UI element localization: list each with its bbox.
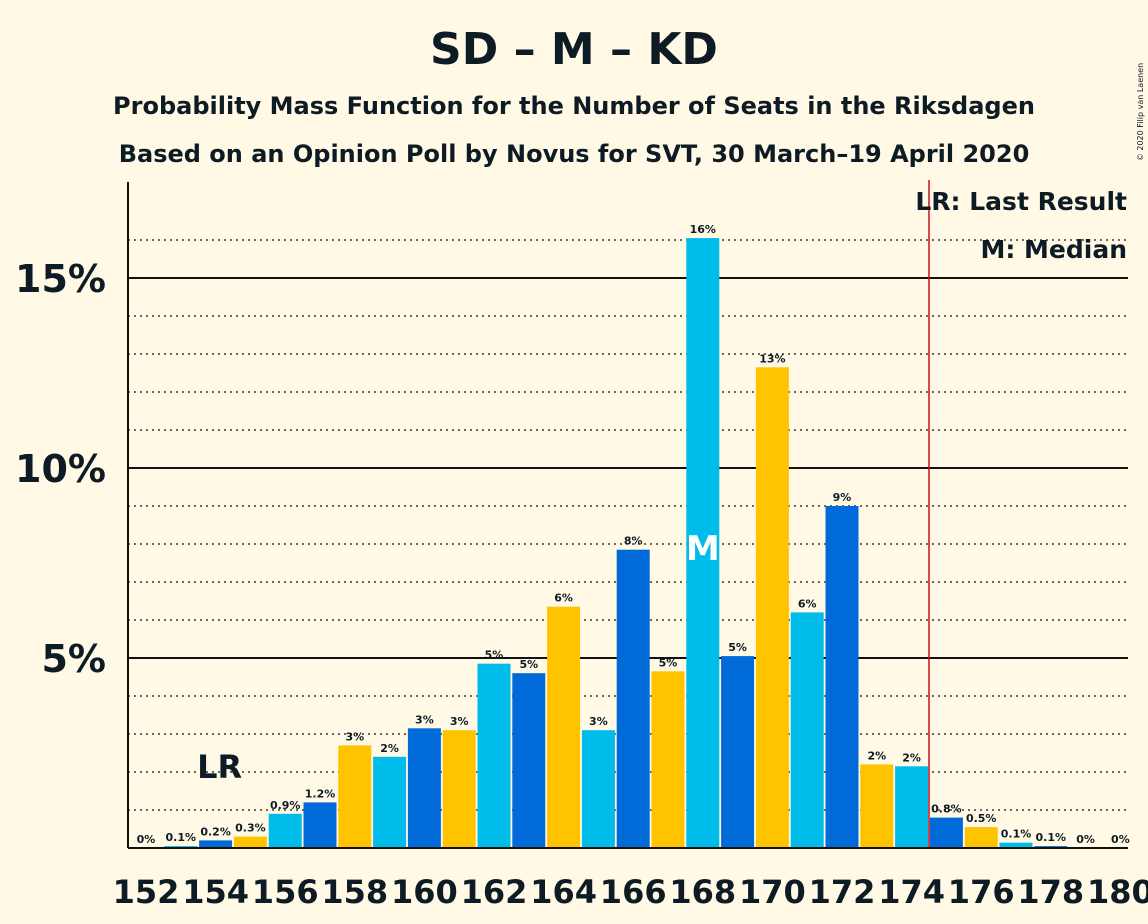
x-tick-label: 174 [878, 873, 945, 911]
x-tick-label: 154 [182, 873, 249, 911]
bar-seat-170 [755, 367, 789, 848]
bar-seat-172 [825, 506, 859, 848]
bar-seat-157 [303, 802, 337, 848]
value-label-seat-165: 3% [589, 715, 608, 728]
x-tick-label: 180 [1087, 873, 1148, 911]
bar-seat-165 [581, 730, 615, 848]
value-label-seat-176: 0.5% [966, 812, 997, 825]
legend-median: M: Median [980, 235, 1127, 264]
value-label-seat-177: 0.1% [1001, 828, 1032, 841]
x-tick-label: 172 [809, 873, 876, 911]
value-labels-group: 0% 0.1% 0.2% 0.3%0.9%1.2%3%2%3% 3%5%5%6%3%8%… [137, 223, 1130, 846]
value-label-seat-178: 0.1% [1036, 831, 1067, 844]
value-label-seat-162: 5% [485, 649, 504, 662]
bar-seat-168 [686, 238, 720, 849]
bar-seat-161 [442, 730, 476, 848]
bar-seat-156 [268, 813, 302, 848]
value-label-seat-155: 0.3% [235, 822, 266, 835]
chart-title: SD – M – KD [430, 24, 718, 75]
bar-seat-158 [338, 745, 372, 848]
bars-group [164, 238, 1068, 849]
value-label-seat-157: 1.2% [305, 787, 336, 800]
y-tick-label: 5% [41, 637, 106, 681]
bar-seat-167 [651, 671, 685, 848]
bar-seat-169 [721, 656, 755, 848]
value-label-seat-160: 3% [415, 713, 434, 726]
median-marker: M [686, 529, 720, 569]
bar-seat-162 [477, 663, 511, 848]
value-label-seat-169: 5% [728, 641, 747, 654]
x-tick-label: 178 [1017, 873, 1084, 911]
bar-seat-177 [999, 842, 1033, 848]
value-label-seat-174: 2% [902, 751, 921, 764]
x-tick-label: 162 [461, 873, 528, 911]
bar-seat-171 [790, 612, 824, 848]
value-label-seat-154: 0.2% [200, 825, 231, 838]
value-label-seat-159: 2% [380, 742, 399, 755]
value-label-seat-156: 0.9% [270, 799, 301, 812]
x-tick-label: 164 [530, 873, 597, 911]
value-label-seat-164: 6% [554, 592, 573, 605]
bar-seat-155 [233, 836, 267, 848]
x-tick-label: 160 [391, 873, 458, 911]
value-label-seat-175: 0.8% [931, 803, 962, 816]
bar-seat-163 [512, 673, 546, 848]
value-label-seat-173: 2% [867, 749, 886, 762]
x-tick-label: 170 [739, 873, 806, 911]
y-tick-label: 10% [15, 447, 106, 491]
bar-seat-164 [547, 606, 581, 848]
value-label-seat-167: 5% [659, 656, 678, 669]
x-tick-label: 158 [321, 873, 388, 911]
x-tick-label: 176 [948, 873, 1015, 911]
copyright-notice: © 2020 Filip van Laenen [1136, 63, 1145, 161]
value-label-seat-161: 3% [450, 715, 469, 728]
value-label-seat-163: 5% [519, 658, 538, 671]
last-result-marker: LR [197, 748, 242, 786]
x-tick-label: 168 [669, 873, 736, 911]
bar-seat-154 [199, 840, 233, 848]
x-tick-label: 152 [113, 873, 180, 911]
bar-seat-175 [929, 817, 963, 848]
legend-last-result: LR: Last Result [915, 187, 1127, 216]
value-label-seat-171: 6% [798, 597, 817, 610]
bar-seat-166 [616, 549, 650, 848]
value-label-seat-170: 13% [759, 352, 785, 365]
value-label-seat-152: 0% [137, 833, 156, 846]
value-label-seat-168: 16% [690, 223, 716, 236]
bar-seat-173 [860, 764, 894, 848]
bar-seat-159 [373, 756, 407, 848]
chart-subtitle: Probability Mass Function for the Number… [113, 92, 1035, 120]
x-tick-label: 156 [252, 873, 319, 911]
value-label-seat-172: 9% [833, 491, 852, 504]
y-tick-label: 15% [15, 257, 106, 301]
value-label-seat-180: 0% [1111, 833, 1130, 846]
bar-seat-174 [895, 766, 929, 848]
bar-seat-176 [964, 827, 998, 848]
bar-seat-160 [407, 728, 441, 848]
value-label-seat-153: 0.1% [166, 831, 197, 844]
chart-subtitle-2: Based on an Opinion Poll by Novus for SV… [119, 140, 1030, 168]
value-label-seat-179: 0% [1076, 833, 1095, 846]
value-label-seat-166: 8% [624, 535, 643, 548]
axes-group: 5%10%15%152 154 156 158 160 162 164 166 168 170 17… [15, 180, 1148, 911]
value-label-seat-158: 3% [345, 730, 364, 743]
x-tick-label: 166 [600, 873, 667, 911]
